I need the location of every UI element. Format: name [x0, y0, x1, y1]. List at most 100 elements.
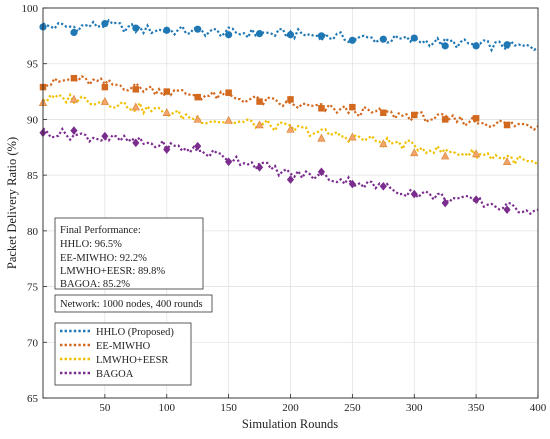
- series-line-bagoa: [42, 126, 539, 216]
- data-point-ee-miwho: [380, 109, 387, 116]
- data-point-lmwho-eesr: [502, 157, 512, 166]
- final-performance-line: EE-MIWHO: 92.2%: [60, 253, 147, 264]
- data-point-hhlo-proposed: [225, 31, 233, 39]
- data-point-hhlo-proposed: [70, 28, 78, 37]
- data-point-hhlo-proposed: [132, 24, 140, 32]
- data-point-ee-miwho: [441, 116, 449, 123]
- legend: HHLO (Proposed) EE-MIWHO LMWHO+EESR BAGO…: [54, 322, 192, 386]
- y-tick-label: 65: [27, 393, 39, 405]
- legend-frame: [54, 322, 192, 386]
- x-tick-label: 200: [282, 402, 299, 414]
- data-point-ee-miwho: [163, 88, 170, 95]
- y-tick-label: 75: [27, 282, 39, 294]
- x-tick-label: 50: [99, 402, 111, 414]
- data-point-ee-miwho: [101, 83, 109, 91]
- data-point-lmwho-eesr: [410, 148, 419, 157]
- series-layer: [38, 18, 539, 216]
- series-ee-miwho: [39, 74, 539, 132]
- y-tick-label: 85: [27, 170, 39, 182]
- data-point-lmwho-eesr: [348, 132, 357, 141]
- legend-swatches: [60, 329, 92, 375]
- data-point-lmwho-eesr: [255, 120, 264, 129]
- data-point-hhlo-proposed: [348, 36, 356, 44]
- legend-label-bagoa: BAGOA: [96, 369, 134, 380]
- data-point-ee-miwho: [70, 74, 78, 82]
- final-performance-box-frame: [54, 217, 204, 290]
- data-point-ee-miwho: [349, 103, 356, 111]
- data-point-bagoa: [410, 189, 418, 199]
- data-point-hhlo-proposed: [163, 26, 171, 34]
- y-tick-label: 90: [27, 114, 39, 126]
- data-point-hhlo-proposed: [472, 42, 480, 50]
- data-point-lmwho-eesr: [471, 149, 481, 158]
- data-point-ee-miwho: [318, 105, 325, 112]
- data-point-bagoa: [441, 198, 449, 208]
- final-performance-line: LMWHO+EESR: 89.8%: [60, 266, 165, 277]
- data-point-bagoa: [194, 141, 202, 151]
- data-point-bagoa: [348, 179, 356, 189]
- data-point-hhlo-proposed: [101, 20, 109, 28]
- network-info-box: Network: 1000 nodes, 400 rounds: [54, 294, 213, 313]
- data-point-bagoa: [101, 131, 109, 141]
- network-info-text: Network: 1000 nodes, 400 rounds: [60, 299, 203, 310]
- series-bagoa: [39, 126, 539, 216]
- data-point-bagoa: [225, 157, 233, 167]
- data-point-bagoa: [163, 145, 171, 154]
- x-tick-label: 250: [344, 402, 361, 414]
- data-point-bagoa: [317, 167, 326, 177]
- legend-label-ee-miwho: EE-MIWHO: [96, 341, 151, 352]
- data-point-ee-miwho: [287, 96, 294, 103]
- data-point-hhlo-proposed: [286, 31, 295, 39]
- data-point-ee-miwho: [411, 111, 418, 119]
- y-tick-label: 95: [27, 59, 39, 71]
- data-point-lmwho-eesr: [193, 114, 202, 123]
- data-point-hhlo-proposed: [441, 42, 449, 50]
- data-point-ee-miwho: [503, 121, 511, 129]
- data-point-lmwho-eesr: [162, 108, 171, 116]
- data-point-lmwho-eesr: [379, 139, 388, 148]
- final-performance-line: HHLO: 96.5%: [60, 239, 122, 250]
- x-tick-label: 300: [406, 402, 423, 414]
- data-point-lmwho-eesr: [100, 96, 110, 105]
- network-info-box-frame: [54, 294, 213, 313]
- x-tick-label: 400: [530, 402, 547, 414]
- final-performance-box: Final Performance: HHLO: 96.5% EE-MIWHO:…: [54, 217, 204, 290]
- y-tick-label: 100: [22, 3, 39, 15]
- data-point-bagoa: [286, 175, 295, 184]
- data-point-lmwho-eesr: [131, 102, 140, 111]
- data-point-lmwho-eesr: [441, 151, 450, 160]
- data-point-bagoa: [472, 195, 480, 204]
- data-point-lmwho-eesr: [69, 94, 79, 103]
- data-point-lmwho-eesr: [317, 133, 326, 142]
- data-point-ee-miwho: [256, 98, 263, 105]
- ticks: 50 100 150 200 250 300 350 400 65 70 75 80 85 90 95 100: [22, 3, 547, 414]
- data-point-hhlo-proposed: [255, 30, 264, 38]
- x-axis-label: Simulation Rounds: [242, 417, 338, 431]
- x-tick-label: 350: [468, 402, 485, 414]
- data-point-hhlo-proposed: [194, 25, 202, 33]
- y-tick-label: 80: [27, 226, 39, 238]
- data-point-hhlo-proposed: [503, 41, 511, 49]
- data-point-bagoa: [379, 181, 387, 191]
- data-point-ee-miwho: [472, 115, 480, 122]
- data-point-ee-miwho: [132, 86, 140, 93]
- data-point-bagoa: [70, 126, 78, 135]
- data-point-ee-miwho: [194, 93, 201, 101]
- data-point-hhlo-proposed: [410, 34, 418, 42]
- legend-label-lmwho-eesr: LMWHO+EESR: [96, 355, 168, 366]
- data-point-bagoa: [132, 138, 140, 148]
- y-axis-label: Packet Delivery Ratio (%): [5, 137, 19, 269]
- x-tick-label: 100: [159, 402, 176, 414]
- data-point-lmwho-eesr: [224, 115, 233, 124]
- data-point-hhlo-proposed: [317, 32, 326, 40]
- data-point-hhlo-proposed: [379, 35, 387, 43]
- data-point-ee-miwho: [225, 89, 232, 96]
- x-tick-label: 150: [220, 402, 237, 414]
- data-point-bagoa: [255, 163, 264, 172]
- final-performance-line: BAGOA: 85.2%: [60, 279, 130, 290]
- series-hhlo-proposed: [39, 18, 539, 53]
- legend-label-hhlo: HHLO (Proposed): [96, 327, 174, 338]
- series-line-ee-miwho: [42, 74, 539, 132]
